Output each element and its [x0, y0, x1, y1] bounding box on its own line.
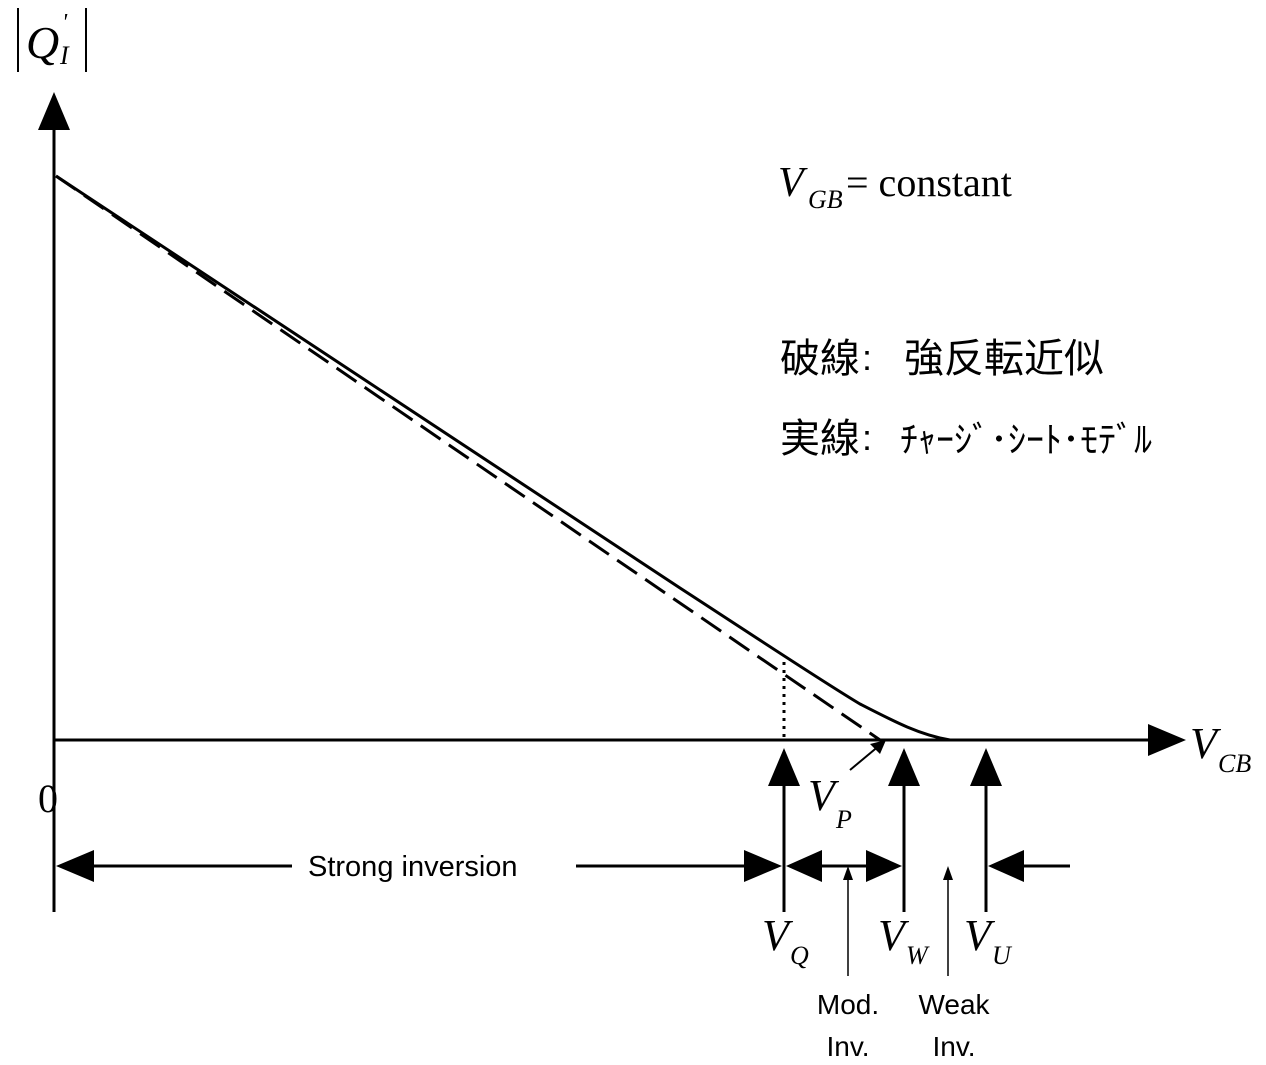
weak-region-arrow — [988, 850, 1024, 882]
mod-inv-label-line2: Inv. — [826, 1031, 869, 1062]
vp-label-sub: P — [835, 805, 852, 834]
condition-label-sub: GB — [808, 185, 843, 214]
weak-inv-label-line1: Weak — [918, 989, 990, 1020]
origin-label: 0 — [38, 776, 58, 821]
weak-pointer-head — [943, 866, 953, 880]
legend-solid-value: ﾁｬｰｼﾞ･ｼｰﾄ･ﾓﾃﾞﾙ — [900, 419, 1152, 460]
vp-pointer-line — [849, 744, 881, 771]
legend-solid-key: 実線 — [780, 417, 860, 461]
condition-label-rest: = constant — [846, 160, 1012, 205]
vw-arrowhead — [888, 748, 920, 786]
vp-pointer-arrowhead — [870, 740, 886, 754]
x-axis-label-sub: CB — [1218, 749, 1251, 778]
y-axis-arrowhead — [38, 92, 70, 130]
weak-inv-label-line2: Inv. — [932, 1031, 975, 1062]
vu-arrowhead — [970, 748, 1002, 786]
legend-dashed-value: 強反転近似 — [904, 337, 1104, 381]
vw-label: V — [878, 911, 910, 960]
legend-dashed-sep: : — [862, 337, 872, 378]
mod-inv-label-line1: Mod. — [817, 989, 879, 1020]
vq-arrowhead — [768, 748, 800, 786]
mod-region-arrow-right — [866, 850, 902, 882]
y-axis-label-sub: I — [59, 41, 70, 70]
vu-label-sub: U — [992, 941, 1013, 970]
y-axis-label-sup: ' — [62, 10, 68, 36]
legend-dashed-key: 破線 — [780, 337, 860, 381]
vp-label: V — [808, 771, 840, 820]
legend-solid-sep: : — [862, 417, 872, 458]
mod-region-arrow-left — [786, 850, 822, 882]
y-axis-label: Q — [26, 17, 59, 68]
vw-label-sub: W — [906, 941, 930, 970]
x-axis-label: V — [1190, 719, 1222, 768]
vu-label: V — [964, 911, 996, 960]
mod-pointer-head — [843, 866, 853, 880]
strong-region-arrow-right — [744, 850, 782, 882]
vq-label: V — [762, 911, 794, 960]
x-axis-arrowhead — [1148, 724, 1186, 756]
strong-inversion-label: Strong inversion — [308, 851, 518, 883]
strong-inversion-dashed-line — [55, 174, 881, 742]
condition-label: V — [778, 160, 808, 206]
vq-label-sub: Q — [790, 941, 809, 970]
strong-region-arrow-left — [56, 850, 94, 882]
charge-sheet-solid-curve — [55, 174, 951, 742]
